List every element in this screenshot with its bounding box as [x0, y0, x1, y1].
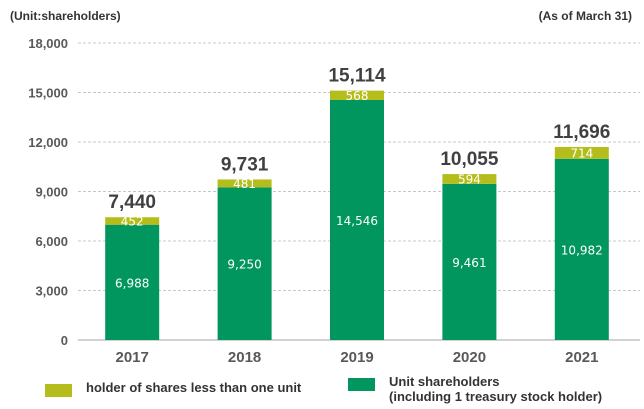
legend-item-unit: Unit shareholders (including 1 treasury … — [348, 374, 602, 404]
data-label-unit: 10,982 — [561, 243, 603, 257]
y-tick-label: 12,000 — [28, 135, 68, 150]
legend-label-odd-lot: holder of shares less than one unit — [86, 380, 302, 395]
data-label-odd-lot: 568 — [346, 89, 369, 103]
bar-odd-lot-holders — [442, 174, 497, 184]
data-label-total: 10,055 — [440, 149, 499, 170]
data-label-total: 7,440 — [108, 192, 156, 213]
bar-unit-shareholders — [217, 187, 272, 340]
bar-odd-lot-holders — [330, 90, 384, 100]
legend-swatch-odd-lot — [45, 384, 72, 397]
data-label-unit: 9,250 — [227, 258, 261, 272]
bar-unit-shareholders — [330, 99, 384, 340]
y-tick-label: 18,000 — [28, 36, 68, 51]
bar-unit-shareholders — [554, 158, 609, 340]
y-tick-label: 9,000 — [35, 185, 68, 200]
bar-odd-lot-holders — [105, 217, 160, 225]
data-label-unit: 6,988 — [115, 276, 149, 290]
shareholders-bar-chart: 0 3,000 6,000 9,000 12,000 15,000 18,000 6,988 4… — [28, 36, 640, 366]
bar-odd-lot-holders — [554, 147, 609, 159]
y-tick-label: 6,000 — [35, 234, 68, 249]
data-label-total: 9,731 — [221, 154, 269, 175]
data-label-odd-lot: 481 — [233, 177, 256, 191]
data-label-total: 15,114 — [328, 66, 385, 87]
x-tick-label: 2018 — [228, 349, 261, 366]
x-tick-label: 2017 — [116, 349, 149, 366]
y-tick-label: 15,000 — [28, 86, 68, 101]
data-label-odd-lot: 452 — [121, 214, 144, 228]
y-tick-label: 0 — [61, 333, 68, 348]
legend-item-odd-lot: holder of shares less than one unit — [45, 380, 301, 397]
data-label-unit: 9,461 — [452, 256, 486, 270]
chart-legend: holder of shares less than one unit Unit… — [0, 374, 644, 409]
x-tick-label: 2019 — [340, 349, 373, 366]
x-tick-label: 2021 — [565, 349, 598, 366]
as-of-note: (As of March 31) — [538, 9, 632, 23]
bar-odd-lot-holders — [217, 179, 272, 188]
legend-label-unit: Unit shareholders (including 1 treasury … — [389, 374, 603, 404]
data-label-total: 11,696 — [553, 122, 610, 143]
y-tick-label: 3,000 — [35, 284, 68, 299]
data-label-odd-lot: 594 — [458, 172, 481, 186]
bar-unit-shareholders — [442, 183, 497, 340]
unit-note: (Unit:shareholders) — [10, 9, 121, 23]
x-tick-label: 2020 — [453, 349, 486, 366]
bar-unit-shareholders — [105, 224, 160, 340]
data-label-odd-lot: 714 — [570, 146, 593, 160]
data-label-unit: 14,546 — [336, 214, 378, 228]
legend-swatch-unit — [348, 378, 375, 391]
